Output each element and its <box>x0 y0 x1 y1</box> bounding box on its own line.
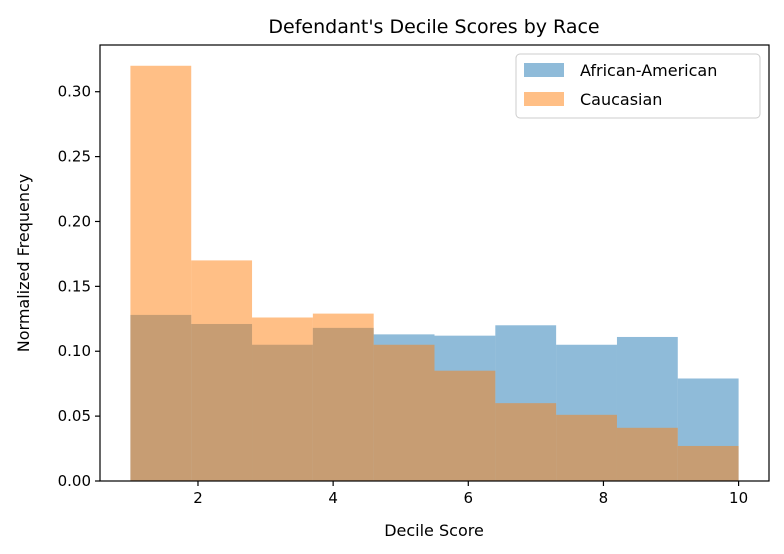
bar-caucasian-1 <box>130 65 192 481</box>
x-tick-label: 8 <box>599 489 609 507</box>
bar-caucasian-10 <box>677 445 739 481</box>
bar-caucasian-9 <box>616 427 678 481</box>
legend-swatch <box>524 63 564 77</box>
y-axis-ticks: 0.00 0.05 0.10 0.15 0.20 0.25 0.30 <box>58 83 100 490</box>
bar-caucasian-3 <box>252 317 313 481</box>
bar-caucasian-8 <box>556 414 617 481</box>
chart-title: Defendant's Decile Scores by Race <box>268 16 599 38</box>
plot-frame <box>99 44 770 482</box>
x-tick-label: 10 <box>729 489 748 507</box>
bars-layer <box>130 65 739 481</box>
bar-caucasian-4 <box>312 313 374 481</box>
y-tick-label: 0.25 <box>58 148 91 166</box>
legend-swatch <box>524 92 564 106</box>
y-tick-label: 0.00 <box>58 472 91 490</box>
x-tick-label: 6 <box>464 489 474 507</box>
bar-caucasian-7 <box>495 403 557 481</box>
x-tick-label: 4 <box>328 489 338 507</box>
legend-label: African-American <box>580 61 717 80</box>
bar-caucasian-6 <box>434 370 496 481</box>
x-axis-label: Decile Score <box>384 521 484 540</box>
bar-caucasian-2 <box>191 260 253 481</box>
y-axis-label: Normalized Frequency <box>14 174 33 352</box>
x-axis-ticks: 2 4 6 8 10 <box>193 481 748 507</box>
y-tick-label: 0.05 <box>58 407 91 425</box>
y-tick-label: 0.30 <box>58 83 91 101</box>
y-tick-label: 0.10 <box>58 342 91 360</box>
y-tick-label: 0.15 <box>58 277 91 295</box>
x-tick-label: 2 <box>193 489 203 507</box>
legend: African-American Caucasian <box>515 53 761 119</box>
legend-label: Caucasian <box>580 90 662 109</box>
bar-caucasian-5 <box>373 344 435 481</box>
y-tick-label: 0.20 <box>58 212 91 230</box>
legend-box <box>515 53 761 119</box>
